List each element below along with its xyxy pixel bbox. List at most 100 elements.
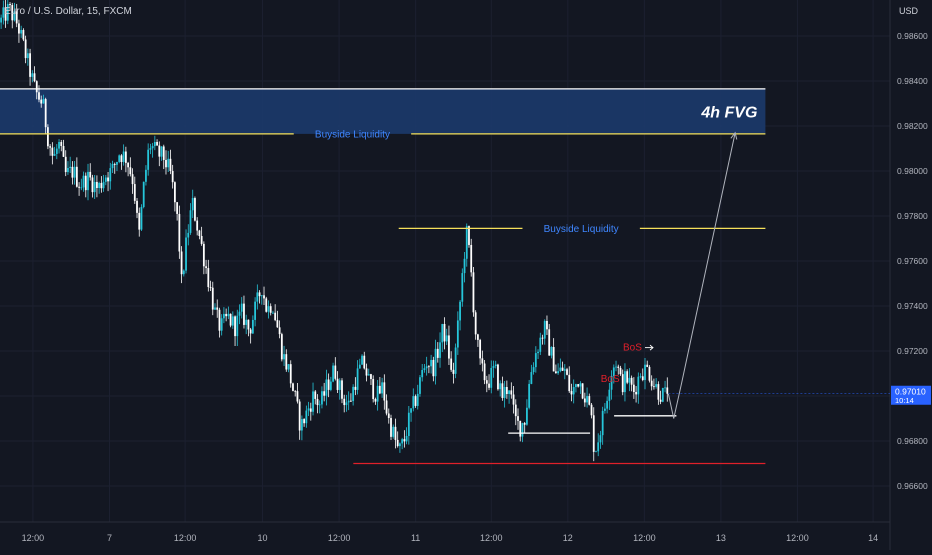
candle-body [583,398,586,403]
candle-body [236,315,239,337]
candle-body [149,148,152,150]
candle-body [84,175,87,191]
candle-body [145,169,147,182]
candle-body [138,212,141,230]
candle-body [51,147,54,156]
y-tick-label: 0.98600 [897,31,928,41]
candle-body [345,402,348,406]
x-tick-label: 12 [563,533,573,543]
candle-body [452,369,455,374]
candle-body [445,335,448,342]
candle-body [427,366,430,368]
candle-body [303,419,306,424]
candle-body [503,387,506,398]
candle-body [530,372,533,384]
candle-body [526,407,528,425]
candle-body [630,377,633,385]
candle-body [403,439,406,442]
candle-body [356,368,359,390]
candle-body [309,408,312,412]
candle-body [347,400,350,403]
candle-body [456,320,459,348]
candle-body [661,387,664,402]
candle-body [599,435,602,443]
candle-body [182,270,185,275]
candle-body [289,364,292,384]
candle-body [265,298,268,312]
candle-body [532,367,535,373]
candle-body [354,386,357,390]
candle-body [407,412,410,436]
candle-body [441,323,444,343]
candle-body [9,4,11,6]
candle-body [537,351,539,354]
candle-body [387,413,390,419]
candle-body [543,320,546,339]
candle-body [361,355,363,365]
candle-body [211,287,214,310]
candle-body [501,383,504,398]
candle-body [655,384,658,387]
candle-body [33,73,36,82]
candle-body [187,232,190,238]
candle-body [414,396,417,406]
candle-body [91,177,94,193]
candle-body [561,367,564,371]
candle-body [483,363,486,381]
y-tick-label: 0.98000 [897,166,928,176]
bos-label: BoS [623,343,642,354]
candle-body [165,159,167,168]
candle-body [69,166,72,169]
candle-body [104,177,107,182]
candle-body [207,268,210,288]
x-tick-label: 7 [107,533,112,543]
price-tag-value: 0.97010 [895,386,926,396]
candle-body [216,307,219,310]
candle-body [214,307,216,310]
candle-body [107,177,109,182]
candle-body [191,198,194,211]
candle-body [552,346,555,372]
candle-body [572,387,575,395]
candle-body [586,396,588,403]
candle-body [231,316,234,326]
candle-body [292,383,294,391]
candle-body [0,17,3,23]
y-tick-label: 0.97600 [897,256,928,266]
candle-body [336,378,339,390]
candle-body [73,166,76,178]
candle-body [608,389,611,401]
candle-body [200,236,203,244]
candle-body [423,368,426,371]
candle-body [234,316,236,337]
candle-body [225,313,228,317]
candle-body [497,364,499,390]
candle-body [22,30,25,40]
candle-body [597,442,600,452]
candle-body [31,73,34,77]
y-tick-label: 0.96800 [897,436,928,446]
candle-body [180,251,183,275]
candle-body [425,366,428,369]
candle-body [240,303,243,312]
candle-body [272,312,274,314]
candle-body [243,303,245,325]
candle-body [439,342,441,358]
candle-body [267,306,270,312]
candle-body [476,334,479,340]
candle-body [365,368,368,376]
candle-body [127,162,130,168]
candle-body [659,399,662,402]
candle-body [479,339,482,359]
candle-body [577,384,580,387]
candle-body [332,365,334,382]
candle-body [80,187,83,189]
candle-body [392,426,395,437]
candle-body [20,30,23,34]
candle-body [401,439,404,444]
candle-body [269,306,272,313]
candle-body [548,329,551,356]
candle-body [534,353,537,368]
